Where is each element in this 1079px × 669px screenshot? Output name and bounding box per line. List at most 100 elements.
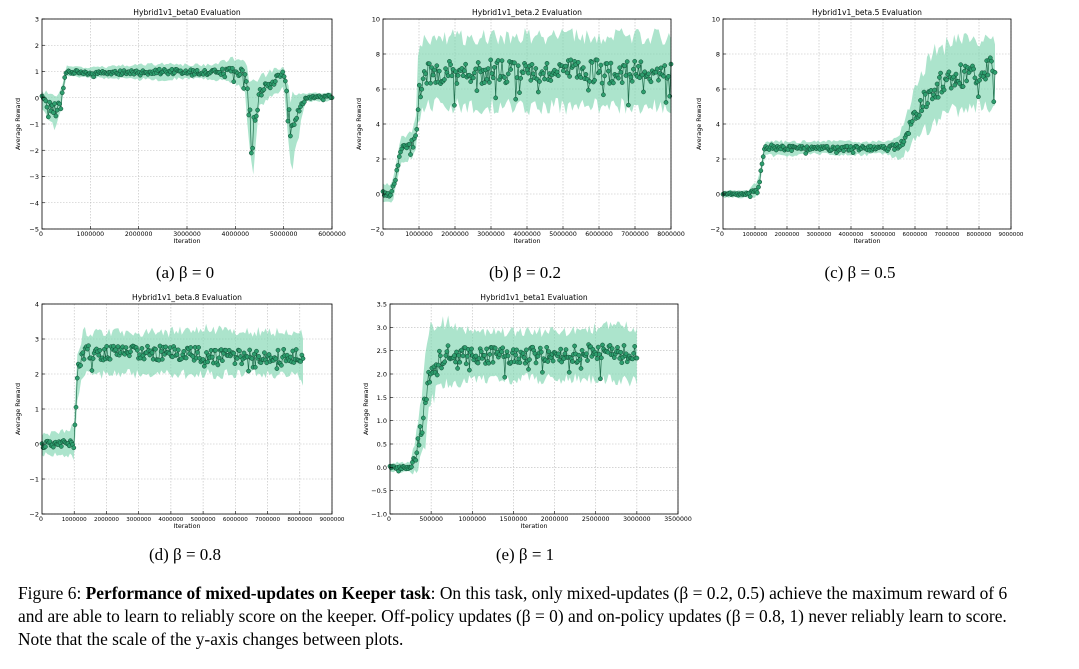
data-point <box>419 86 425 92</box>
data-point <box>209 354 215 360</box>
data-point <box>594 356 600 362</box>
data-point <box>455 73 461 78</box>
data-point <box>530 71 536 77</box>
data-point <box>215 362 221 368</box>
data-point <box>96 352 102 358</box>
data-point <box>504 349 510 354</box>
data-point <box>253 113 259 119</box>
data-point <box>408 152 413 157</box>
data-point <box>662 63 668 68</box>
data-point <box>279 362 284 368</box>
data-point <box>250 145 255 151</box>
data-point <box>437 348 442 354</box>
x-tick-label: 6000000 <box>585 231 613 238</box>
data-point <box>515 63 521 69</box>
data-point <box>648 79 654 85</box>
chart-panel-b: −2 0 2 4 6 8 10 1000000 2000000 3000000 4000000 500… <box>340 0 690 262</box>
data-point <box>666 73 671 79</box>
x-tick-label: 4000000 <box>222 231 250 238</box>
y-tick-label: −2 <box>370 226 380 234</box>
data-point <box>523 347 529 353</box>
data-point <box>294 115 300 121</box>
data-point <box>513 96 519 102</box>
confidence-band-c <box>723 33 995 199</box>
data-point <box>631 351 636 356</box>
data-point <box>616 75 621 81</box>
x-tick-label: 3500000 <box>664 516 692 523</box>
data-point <box>284 88 289 94</box>
data-point <box>972 75 978 81</box>
data-point <box>127 353 132 359</box>
data-point <box>528 77 534 83</box>
data-point <box>475 360 481 366</box>
data-point <box>595 344 601 350</box>
data-point <box>59 90 65 96</box>
data-point <box>499 58 505 64</box>
data-point <box>474 88 480 94</box>
data-point <box>505 71 511 77</box>
data-point <box>409 464 414 470</box>
data-point <box>281 74 287 79</box>
y-axis-label-a: Average Reward <box>14 98 22 150</box>
data-point <box>537 345 543 351</box>
x-tick-label: 3000000 <box>623 516 651 523</box>
data-point <box>500 345 506 351</box>
data-point <box>508 67 514 72</box>
data-point <box>803 151 809 156</box>
data-point <box>502 75 507 80</box>
x-tick-label: 6000000 <box>223 517 248 523</box>
data-point <box>58 444 64 449</box>
data-point <box>50 110 56 115</box>
data-point <box>436 68 442 74</box>
data-point <box>918 98 923 103</box>
x-axis-label-b: Iteration <box>513 237 540 245</box>
x-tick-label: 3000000 <box>807 232 832 238</box>
data-point <box>448 62 453 67</box>
data-point <box>419 430 425 436</box>
data-point <box>288 354 293 360</box>
data-point <box>789 148 794 153</box>
data-point <box>841 148 846 154</box>
data-point <box>426 61 432 67</box>
y-tick-label: 3 <box>35 16 39 24</box>
data-point <box>296 108 302 114</box>
x-tick-label: 7000000 <box>621 231 649 238</box>
y-tick-label: 2 <box>35 371 39 379</box>
figure-caption-text: : On this task, only mixed-updates (β = … <box>18 583 1008 649</box>
y-tick-label: 0 <box>35 441 39 449</box>
data-point <box>454 81 460 86</box>
data-point <box>589 60 595 65</box>
data-point <box>254 348 259 354</box>
data-point <box>81 356 87 362</box>
data-point <box>444 349 450 354</box>
data-point <box>520 70 526 76</box>
data-point <box>205 359 211 365</box>
y-tick-label: 2.0 <box>377 371 387 379</box>
data-point <box>282 78 288 84</box>
data-point <box>619 80 625 85</box>
data-point <box>512 60 517 66</box>
y-tick-label: 6 <box>376 86 380 94</box>
chart-a-svg: −5 −4 −3 −2 −1 0 1 2 3 1000000 2000000 3000000 40000… <box>14 8 346 245</box>
x-tick-label: 5000000 <box>871 232 896 238</box>
data-point <box>756 184 761 190</box>
data-point <box>518 75 524 81</box>
data-point <box>521 355 527 360</box>
data-point <box>520 350 526 356</box>
data-point <box>61 85 66 91</box>
data-point <box>454 349 459 355</box>
data-point <box>300 356 306 361</box>
data-point <box>285 118 291 124</box>
y-axis-label-c: Average Reward <box>695 98 703 150</box>
data-point <box>596 351 602 357</box>
subcaption-a: (a) β = 0 <box>155 263 215 282</box>
data-point <box>563 63 569 69</box>
data-point <box>149 350 155 356</box>
data-point <box>608 60 614 66</box>
data-point <box>420 415 426 421</box>
data-point <box>423 71 428 77</box>
data-point <box>623 351 629 357</box>
data-point <box>247 107 253 113</box>
y-tick-label: 0.5 <box>377 441 387 449</box>
